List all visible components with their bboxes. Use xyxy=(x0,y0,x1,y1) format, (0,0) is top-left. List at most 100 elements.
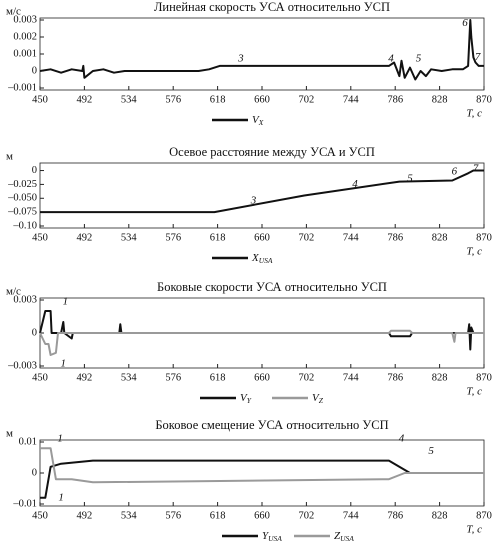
x-tick-label: 702 xyxy=(299,510,315,521)
x-tick-label: 492 xyxy=(77,372,93,383)
legend-subscript: Z xyxy=(319,396,324,405)
series-line xyxy=(40,447,484,484)
x-tick-label: 870 xyxy=(476,94,492,105)
y-tick-label: 0 xyxy=(32,467,37,478)
x-axis-label: T, с xyxy=(466,524,482,536)
legend-label: VY xyxy=(240,392,252,405)
legend-subscript: USA xyxy=(340,534,354,543)
x-tick-label: 618 xyxy=(210,232,226,243)
y-tick-label: –0.003 xyxy=(7,360,37,371)
x-tick-label: 492 xyxy=(77,232,93,243)
x-tick-label: 576 xyxy=(165,372,181,383)
y-axis-label: м xyxy=(6,428,13,440)
x-tick-label: 534 xyxy=(121,372,138,383)
x-tick-label: 870 xyxy=(476,510,492,521)
legend-name: Z xyxy=(334,530,341,542)
x-tick-label: 660 xyxy=(254,372,270,383)
chart-title: Осевое расстояние между УСА и УСП xyxy=(169,145,375,159)
y-tick-label: 0.01 xyxy=(19,436,37,447)
y-tick-label: –0.10 xyxy=(12,220,37,231)
annotation: 4 xyxy=(399,432,405,444)
series-line xyxy=(40,169,484,214)
annotation: 5 xyxy=(428,445,434,457)
x-tick-label: 576 xyxy=(165,232,181,243)
x-tick-label: 744 xyxy=(343,232,360,243)
annotation: 6 xyxy=(452,166,458,178)
x-axis-label: T, с xyxy=(466,108,482,120)
x-tick-label: 828 xyxy=(432,510,448,521)
y-axis-label: м/с xyxy=(6,286,21,298)
y-tick-label: –0.01 xyxy=(12,498,37,509)
x-tick-label: 870 xyxy=(476,372,492,383)
series-line xyxy=(39,310,484,351)
x-tick-label: 618 xyxy=(210,372,226,383)
x-tick-label: 576 xyxy=(165,94,181,105)
annotation: 3 xyxy=(250,195,257,207)
series-line xyxy=(39,19,484,81)
x-tick-label: 786 xyxy=(387,94,403,105)
y-tick-label: 0 xyxy=(32,165,37,176)
x-tick-label: 702 xyxy=(299,372,315,383)
x-tick-label: 534 xyxy=(121,232,138,243)
legend-label: VZ xyxy=(312,392,324,405)
x-tick-label: 702 xyxy=(299,232,315,243)
legend-subscript: USA xyxy=(259,256,273,265)
annotation: 4 xyxy=(388,53,394,65)
legend-name: V xyxy=(252,114,260,126)
annotation: 1 xyxy=(63,296,69,308)
x-tick-label: 492 xyxy=(77,510,93,521)
x-tick-label: 450 xyxy=(32,372,48,383)
annotation: 7 xyxy=(475,51,481,63)
x-tick-label: 786 xyxy=(387,232,403,243)
x-tick-label: 534 xyxy=(121,94,138,105)
annotation: 7 xyxy=(473,162,479,174)
x-tick-label: 618 xyxy=(210,94,226,105)
legend-subscript: USA xyxy=(268,534,282,543)
y-axis-label: м/с xyxy=(6,6,21,18)
x-tick-label: 744 xyxy=(343,94,360,105)
annotation: 5 xyxy=(407,172,413,184)
legend-name: V xyxy=(240,392,248,404)
x-tick-label: 744 xyxy=(343,372,360,383)
x-tick-label: 576 xyxy=(165,510,181,521)
y-tick-label: –0.025 xyxy=(7,179,37,190)
plot-frame xyxy=(39,162,485,229)
x-axis-label: T, с xyxy=(466,246,482,258)
legend-label: XUSA xyxy=(251,252,273,265)
x-tick-label: 828 xyxy=(432,372,448,383)
y-tick-label: 0 xyxy=(32,65,37,76)
x-tick-label: 744 xyxy=(343,510,360,521)
x-tick-label: 870 xyxy=(476,232,492,243)
x-tick-label: 828 xyxy=(432,232,448,243)
legend-name: V xyxy=(312,392,320,404)
legend-name: Y xyxy=(262,530,270,542)
annotation: 1 xyxy=(61,357,67,369)
x-tick-label: 660 xyxy=(254,232,270,243)
x-tick-label: 786 xyxy=(387,372,403,383)
annotation: 1 xyxy=(58,491,64,503)
annotation: 4 xyxy=(352,178,358,190)
y-tick-label: 0.002 xyxy=(13,31,37,42)
x-tick-label: 492 xyxy=(77,94,93,105)
x-tick-label: 660 xyxy=(254,94,270,105)
x-tick-label: 660 xyxy=(254,510,270,521)
annotation: 1 xyxy=(57,432,63,444)
x-tick-label: 450 xyxy=(32,232,48,243)
x-tick-label: 534 xyxy=(121,510,138,521)
annotation: 5 xyxy=(416,53,422,65)
x-axis-label: T, с xyxy=(466,386,482,398)
series-line xyxy=(39,329,484,356)
y-tick-label: 0.001 xyxy=(13,48,37,59)
x-tick-label: 786 xyxy=(387,510,403,521)
chart-title: Боковое смещение УСА относительно УСП xyxy=(155,418,388,432)
legend-subscript: X xyxy=(258,118,264,127)
y-tick-label: 0.003 xyxy=(13,14,37,25)
legend-subscript: Y xyxy=(247,396,252,405)
chart-title: Линейная скорость УСА относительно УСП xyxy=(154,0,390,14)
x-tick-label: 828 xyxy=(432,94,448,105)
chart-title: Боковые скорости УСА относительно УСП xyxy=(157,280,387,294)
x-tick-label: 450 xyxy=(32,510,48,521)
annotation: 3 xyxy=(237,53,244,65)
legend-label: ZUSA xyxy=(334,530,354,543)
